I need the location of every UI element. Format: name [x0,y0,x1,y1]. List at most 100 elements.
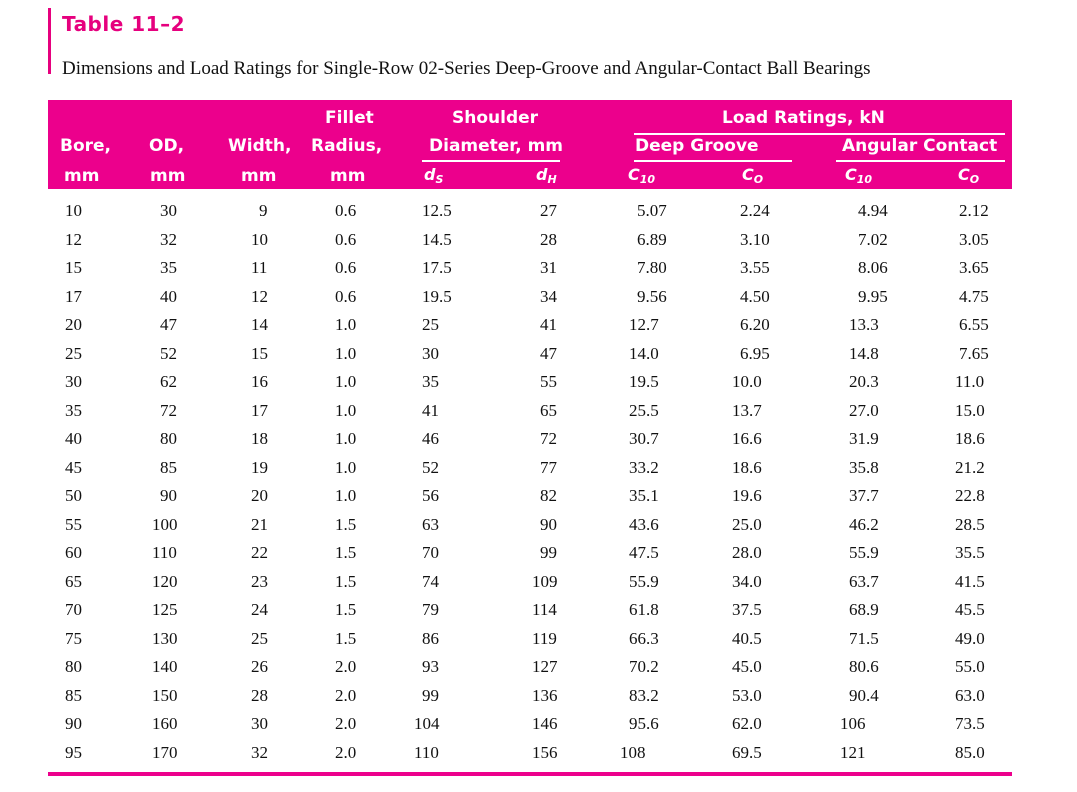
table-cell: 45.5 [955,600,985,619]
table-cell: 4.75 [959,286,989,306]
table-cell: 19.5 [422,286,452,306]
table-cell: 70 [422,543,439,562]
header-diameter: Diameter, mm [429,136,563,156]
table-cell: 1.0 [335,372,357,391]
table-row: 70 125 24 1.5 79 114 61.8 37.5 68.9 45.5 [48,596,1012,625]
table-cell: 1.5 [335,600,357,619]
table-body: 10 30 9 0.6 12.5 27 5.07 2.24 4.94 2.12 12 32 10 0.6… [48,197,1012,767]
table-cell: 5.07 [637,201,667,220]
table-cell: 40.5 [732,628,762,648]
table-cell: 4.50 [740,286,770,306]
table-cell: 90.4 [849,685,879,705]
table-cell: 18.6 [955,429,985,448]
table-cell: 146 [532,714,558,733]
table-cell: 11 [251,258,268,277]
table-cell: 55.0 [955,657,985,676]
table-cell: 160 [152,714,178,733]
table-cell: 37.5 [732,600,762,619]
table-cell: 7.80 [637,258,667,277]
header-shoulder: Shoulder [452,108,539,128]
table-cell: 2.12 [959,201,989,220]
table-cell: 19 [251,457,268,477]
table-cell: 30 [251,714,268,733]
table-cell: 136 [532,685,558,705]
table-cell: 1.5 [335,514,357,534]
table-cell: 22.8 [955,486,985,505]
table-cell: 28 [251,685,268,705]
table-cell: 9.95 [858,286,888,306]
table-cell: 14.8 [849,343,879,363]
table-cell: 47 [160,315,177,334]
table-cell: 99 [540,543,557,562]
table-cell: 40 [160,286,177,306]
table-cell: 32 [160,229,177,249]
table-cell: 170 [152,742,178,762]
table-cell: 2.0 [335,657,357,676]
table-cell: 93 [422,657,439,676]
table-cell: 1.0 [335,486,357,505]
table-cell: 4.94 [858,201,888,220]
table-cell: 70 [65,600,82,619]
table-cell: 62 [160,372,177,391]
header-radius: Radius, [311,136,383,156]
table-row: 15 35 11 0.6 17.5 31 7.80 3.55 8.06 3.65 [48,254,1012,283]
table-cell: 114 [532,600,557,619]
table-cell: 1.0 [335,457,357,477]
table-cell: 2.0 [335,685,357,705]
table-cell: 110 [152,543,177,562]
load-ratings-rule [634,133,1005,135]
table-cell: 47.5 [629,543,659,562]
header-deep-groove: Deep Groove [635,136,759,156]
table-cell: 17.5 [422,258,452,277]
table-cell: 14 [251,315,268,334]
table-cell: 20.3 [849,372,879,391]
table-cell: 80 [160,429,177,448]
table-cell: 130 [152,628,178,648]
unit-bore: mm [64,166,100,186]
table-cell: 1.5 [335,571,357,591]
table-cell: 55.9 [629,571,659,591]
table-cell: 9.56 [637,286,667,306]
table-cell: 85 [160,457,177,477]
table-row: 85 150 28 2.0 99 136 83.2 53.0 90.4 63.0 [48,682,1012,711]
table-cell: 25.5 [629,400,659,420]
table-cell: 27.0 [849,400,879,420]
table-cell: 35 [160,258,177,277]
table-cell: 0.6 [335,201,357,220]
table-cell: 35.5 [955,543,985,562]
table-cell: 12.5 [422,201,452,220]
table-cell: 6.95 [740,343,770,363]
header-ds: dS [424,165,444,186]
header-od: OD, [149,136,185,156]
table-cell: 7.65 [959,343,989,363]
header-c10-angular: C10 [845,165,873,186]
table-cell: 33.2 [629,457,659,477]
table-row: 10 30 9 0.6 12.5 27 5.07 2.24 4.94 2.12 [48,197,1012,226]
table-cell: 15 [251,343,268,363]
table-cell: 41 [540,315,557,334]
shoulder-rule [422,160,560,162]
table-cell: 72 [160,400,177,420]
header-load-ratings: Load Ratings, kN [722,108,885,128]
unit-width: mm [241,166,277,186]
table-cell: 106 [840,714,866,733]
table-cell: 35.8 [849,457,879,477]
table-cell: 47 [540,343,557,363]
table-row: 50 90 20 1.0 56 82 35.1 19.6 37.7 22.8 [48,482,1012,511]
table-cell: 30 [422,343,439,363]
table-row: 80 140 26 2.0 93 127 70.2 45.0 80.6 55.0 [48,653,1012,682]
table-cell: 1.5 [335,543,357,562]
table-cell: 61.8 [629,600,659,619]
table-row: 30 62 16 1.0 35 55 19.5 10.0 20.3 11.0 [48,368,1012,397]
table-cell: 31.9 [849,429,879,448]
table-row: 65 120 23 1.5 74 109 55.9 34.0 63.7 41.5 [48,568,1012,597]
table-cell: 46 [422,429,439,448]
table-cell: 19.6 [732,486,762,505]
table-cell: 21.2 [955,457,985,477]
table-cell: 55.9 [849,543,879,562]
table-cell: 11.0 [955,372,985,391]
table-cell: 28.5 [955,514,985,534]
table-cell: 120 [152,571,178,591]
table-cell: 25.0 [732,514,762,534]
table-cell: 30.7 [629,429,659,448]
